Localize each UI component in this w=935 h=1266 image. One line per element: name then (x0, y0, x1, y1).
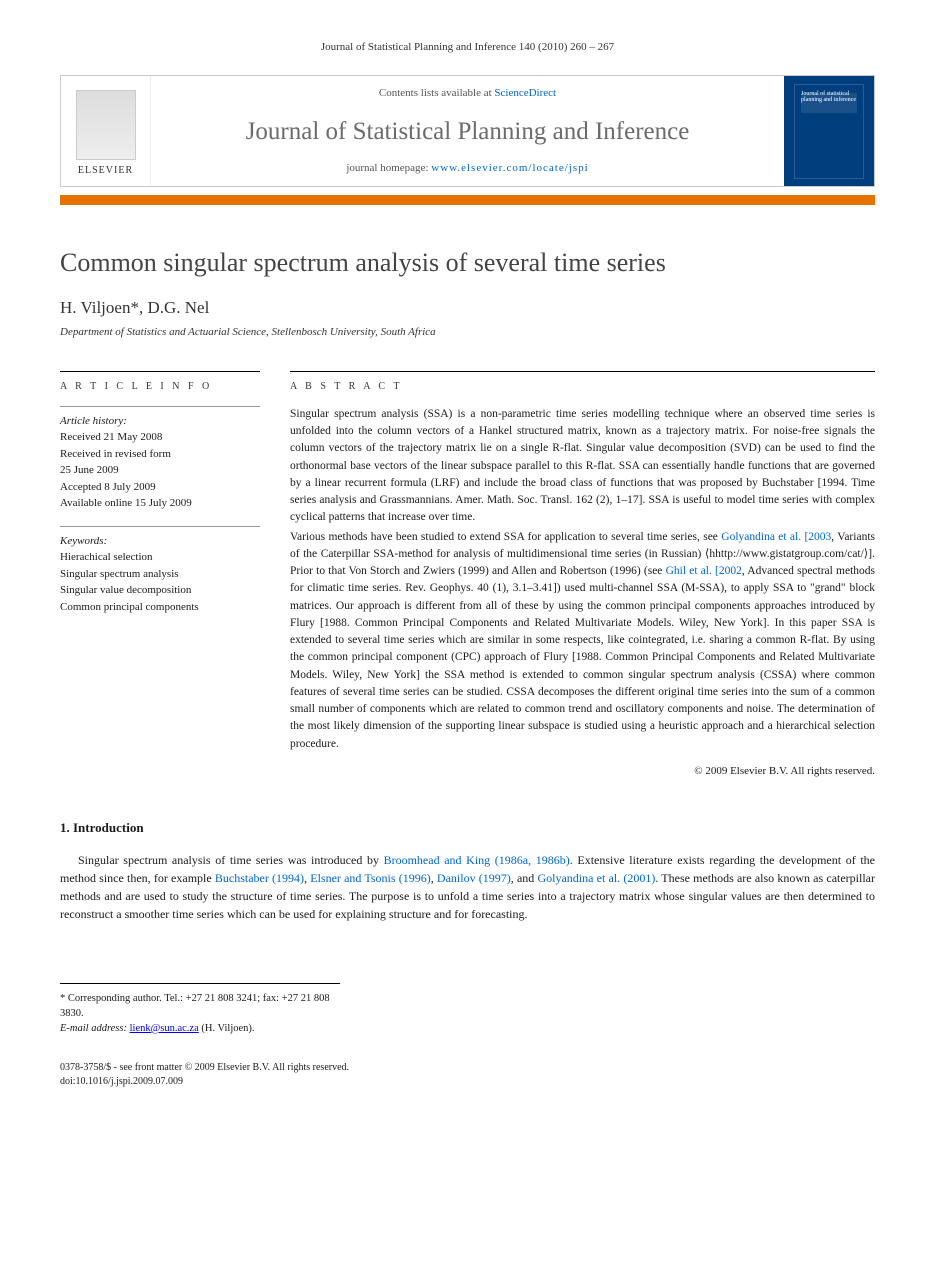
history-line: Received 21 May 2008 (60, 429, 260, 446)
abstract-p2: Various methods have been studied to ext… (290, 529, 875, 753)
abstract-span: , Advanced spectral methods for climatic… (290, 565, 875, 750)
abstract-p1: Singular spectrum analysis (SSA) is a no… (290, 406, 875, 527)
article-info-column: A R T I C L E I N F O Article history: R… (60, 371, 260, 780)
abstract-span: Various methods have been studied to ext… (290, 531, 721, 543)
section-heading-introduction: 1. Introduction (60, 819, 875, 837)
affiliation: Department of Statistics and Actuarial S… (60, 325, 875, 340)
email-line: E-mail address: lienk@sun.ac.za (H. Vilj… (60, 1022, 340, 1037)
article-info-heading: A R T I C L E I N F O (60, 371, 260, 394)
history-line: Received in revised form (60, 446, 260, 463)
cover-mini-title: Journal of statistical planning and infe… (801, 91, 857, 104)
abstract-text: Singular spectrum analysis (SSA) is a no… (290, 406, 875, 780)
abstract-heading: A B S T R A C T (290, 371, 875, 394)
journal-banner: ELSEVIER Contents lists available at Sci… (60, 75, 875, 187)
history-label: Article history: (60, 413, 260, 430)
banner-center: Contents lists available at ScienceDirec… (151, 76, 784, 186)
ref-link-broomhead-king[interactable]: Broomhead and King (1986a, 1986b) (384, 853, 570, 867)
history-line: Available online 15 July 2009 (60, 495, 260, 512)
keyword: Singular value decomposition (60, 582, 260, 599)
homepage-link[interactable]: www.elsevier.com/locate/jspi (431, 162, 588, 174)
contents-prefix: Contents lists available at (379, 87, 494, 99)
email-label: E-mail address: (60, 1023, 127, 1034)
abstract-column: A B S T R A C T Singular spectrum analys… (290, 371, 875, 780)
keywords-label: Keywords: (60, 533, 260, 550)
keyword: Hierachical selection (60, 549, 260, 566)
cover-thumb-block: Journal of statistical planning and infe… (784, 76, 874, 186)
ref-link-danilov[interactable]: Danilov (1997) (437, 871, 511, 885)
publisher-block: ELSEVIER (61, 76, 151, 186)
keyword: Common principal components (60, 599, 260, 616)
homepage-prefix: journal homepage: (346, 162, 431, 174)
email-link[interactable]: lienk@sun.ac.za (130, 1023, 199, 1034)
history-line: 25 June 2009 (60, 462, 260, 479)
elsevier-tree-icon (76, 90, 136, 160)
homepage-line: journal homepage: www.elsevier.com/locat… (171, 161, 764, 176)
keyword: Singular spectrum analysis (60, 566, 260, 583)
footer-meta: 0378-3758/$ - see front matter © 2009 El… (60, 1061, 875, 1089)
intro-paragraph: Singular spectrum analysis of time serie… (60, 851, 875, 923)
article-title: Common singular spectrum analysis of sev… (60, 245, 875, 281)
contents-available-line: Contents lists available at ScienceDirec… (171, 86, 764, 101)
journal-cover-icon: Journal of statistical planning and infe… (794, 84, 864, 179)
history-line: Accepted 8 July 2009 (60, 479, 260, 496)
ref-link-ghil-2002[interactable]: Ghil et al. [2002 (666, 565, 742, 577)
ref-link-buchstaber[interactable]: Buchstaber (1994) (215, 871, 304, 885)
ref-link-elsner-tsonis[interactable]: Elsner and Tsonis (1996) (310, 871, 430, 885)
footnotes: * Corresponding author. Tel.: +27 21 808… (60, 983, 340, 1036)
intro-span: , and (511, 871, 538, 885)
sciencedirect-link[interactable]: ScienceDirect (494, 87, 556, 99)
page-header: Journal of Statistical Planning and Infe… (60, 40, 875, 55)
keywords-block: Keywords: Hierachical selection Singular… (60, 526, 260, 616)
journal-name: Journal of Statistical Planning and Infe… (171, 114, 764, 149)
authors-line: H. Viljoen*, D.G. Nel (60, 296, 875, 320)
abstract-copyright: © 2009 Elsevier B.V. All rights reserved… (290, 763, 875, 780)
info-abstract-row: A R T I C L E I N F O Article history: R… (60, 371, 875, 780)
publisher-label: ELSEVIER (78, 164, 133, 178)
corresponding-author: * Corresponding author. Tel.: +27 21 808… (60, 992, 340, 1021)
email-who: (H. Viljoen). (199, 1023, 255, 1034)
ref-link-golyandina-2001[interactable]: Golyandina et al. (2001) (537, 871, 655, 885)
intro-span: Singular spectrum analysis of time serie… (78, 853, 384, 867)
orange-divider-bar (60, 195, 875, 205)
ref-link-golyandina-2003[interactable]: Golyandina et al. [2003 (721, 531, 831, 543)
article-history-block: Article history: Received 21 May 2008 Re… (60, 406, 260, 512)
issn-line: 0378-3758/$ - see front matter © 2009 El… (60, 1061, 875, 1075)
doi-line: doi:10.1016/j.jspi.2009.07.009 (60, 1075, 875, 1089)
